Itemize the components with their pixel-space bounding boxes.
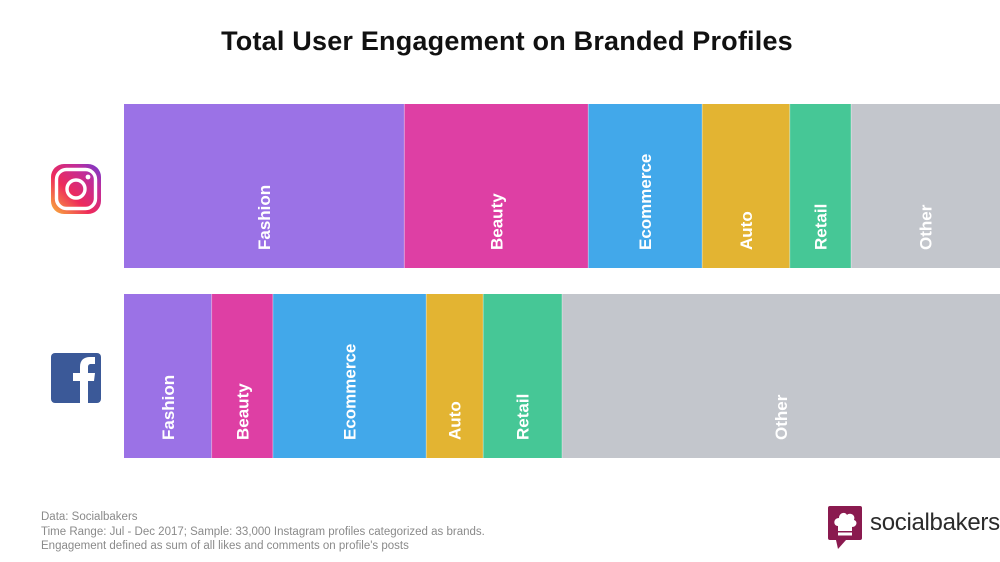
stacked-bar-chart: Fashion Beauty Ecommerce Auto Retail Other Fas… <box>51 104 1000 458</box>
facebook-bar-other <box>562 294 1000 458</box>
instagram-bar-beauty <box>404 104 589 268</box>
footnotes: Data: Socialbakers Time Range: Jul - Dec… <box>41 510 485 554</box>
facebook-bar-ecommerce <box>272 294 427 458</box>
facebook-icon <box>51 353 101 403</box>
instagram-label-ecommerce: Ecommerce <box>636 154 655 250</box>
footnote-definition: Engagement defined as sum of all likes a… <box>41 540 409 552</box>
instagram-label-retail: Retail <box>811 204 830 250</box>
chef-hat-icon <box>828 506 862 549</box>
facebook-label-fashion: Fashion <box>159 375 178 440</box>
instagram-label-beauty: Beauty <box>487 193 506 250</box>
instagram-label-auto: Auto <box>737 211 756 250</box>
facebook-bar-fashion <box>124 294 212 458</box>
footnote-time-range: Time Range: Jul - Dec 2017; Sample: 33,0… <box>41 525 485 538</box>
instagram-bar-retail <box>789 104 852 268</box>
facebook-label-retail: Retail <box>514 394 533 440</box>
facebook-label-beauty: Beauty <box>233 383 252 440</box>
facebook-bar-beauty <box>211 294 273 458</box>
instagram-bar-fashion <box>124 104 405 268</box>
facebook-label-auto: Auto <box>446 401 465 440</box>
instagram-label-other: Other <box>917 204 936 250</box>
instagram-icon <box>51 164 101 214</box>
footnote-source: Data: Socialbakers <box>41 511 138 523</box>
facebook-label-ecommerce: Ecommerce <box>341 344 360 440</box>
facebook-label-other: Other <box>772 394 791 440</box>
brand-name: socialbakers <box>870 509 1000 536</box>
facebook-bar-auto <box>426 294 484 458</box>
instagram-bar-ecommerce <box>588 104 703 268</box>
instagram-bar-auto <box>702 104 790 268</box>
chart-title: Total User Engagement on Branded Profile… <box>221 26 793 56</box>
facebook-bar-retail <box>483 294 562 458</box>
instagram-label-fashion: Fashion <box>255 185 274 250</box>
instagram-bar-other <box>851 104 1000 268</box>
socialbakers-logo: socialbakers <box>828 506 1000 550</box>
